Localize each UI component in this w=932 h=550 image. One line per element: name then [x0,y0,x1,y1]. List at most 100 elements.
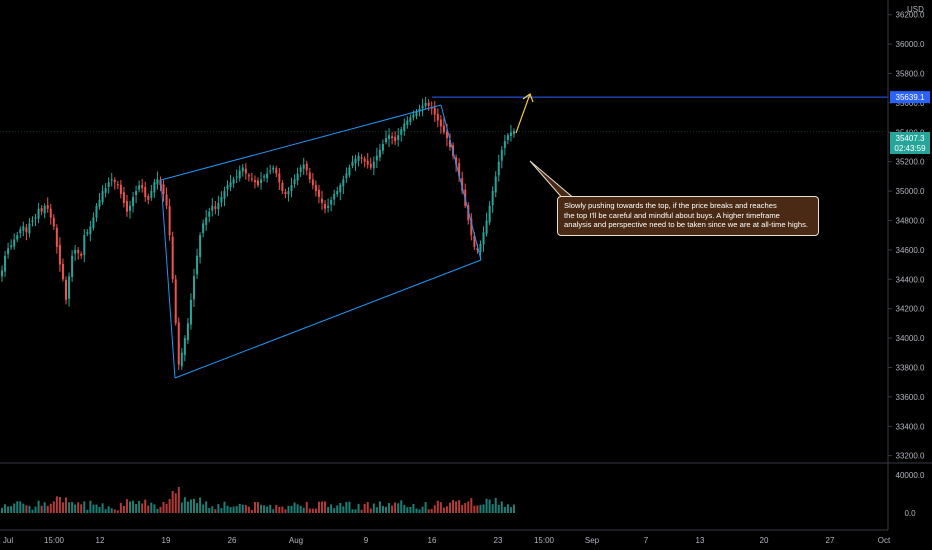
candle-body [180,352,183,367]
volume-bar [183,497,186,513]
candle-body [299,167,302,172]
candle-body [132,196,135,207]
volume-bar [375,507,378,513]
candle-body [470,218,473,236]
volume-bar [257,502,259,513]
volume-bar [333,508,336,513]
candle-body [43,205,46,214]
volume-axis: 40000.0 0.0 [896,471,925,518]
candle-body [296,173,299,181]
volume-bar [55,496,58,513]
volume-bar [83,501,86,513]
candle-body [281,182,284,192]
candle-body [363,158,366,162]
price-tick-label: 33400.0 [896,422,925,431]
volume-bar [461,504,464,513]
price-tick-label: 36200.0 [896,11,925,20]
volume-bar [22,503,25,513]
candle-body [397,135,400,141]
volume-bar [430,508,433,513]
channel-upper-line [160,104,442,181]
price-tick-label: 34000.0 [896,334,925,343]
candle-body [354,158,357,164]
candle-body [144,186,147,197]
candle-body [25,227,28,233]
volume-bar [503,506,506,513]
volume-bar [199,497,202,513]
candle-body [339,185,342,193]
candle-body [485,220,488,234]
price-axis[interactable]: 36200.036000.035800.035600.035400.035200… [888,11,925,461]
candle-body [135,191,138,196]
time-axis[interactable]: Jul 15:00 12 19 26 Aug 9 16 23 15:00 Sep 7 13 20 27 Oct [3,536,891,545]
candle-body [205,217,208,225]
volume-bar [25,505,28,513]
volume-bar [345,501,348,513]
candle-body [333,194,336,200]
volume-bar [1,507,3,513]
volume-bar [150,502,153,513]
time-tick-label: 23 [494,536,503,545]
volume-bar [98,507,101,513]
candle-body [189,299,192,325]
volume-bar [89,500,92,513]
candle-body [168,206,171,236]
candle-body [253,180,256,183]
volume-bar [360,509,363,513]
time-tick-label: Sep [585,536,600,545]
candle-body [199,235,202,258]
time-tick-label: 15:00 [534,536,555,545]
candle-body [193,276,195,300]
volume-bar [281,506,284,513]
candle-body [381,144,384,151]
candle-body [162,184,165,195]
volume-bar [293,502,296,513]
volume-bar [205,501,208,513]
candle-body [513,131,515,134]
volume-bar [189,499,192,513]
candle-body [427,102,430,106]
channel-left-edge [160,179,176,379]
candle-body [488,205,491,223]
candle-body [1,270,3,277]
volume-bar [287,505,290,513]
volume-bar [263,505,266,513]
volume-bar [467,501,470,513]
candle-body [360,157,363,159]
time-tick-label: 27 [826,536,835,545]
callout-note[interactable]: Slowly pushing towards the top, if the p… [557,196,819,236]
volume-bar [174,493,177,513]
candle-body [177,322,180,365]
candle-body [445,131,448,139]
candle-body [263,176,266,178]
volume-bar [226,505,229,513]
volume-bar [311,508,314,513]
volume-bar [278,506,281,513]
volume-bar [497,504,500,513]
candle-body [83,235,86,255]
volume-bar [452,500,455,513]
volume-tick-label: 40000.0 [896,471,925,480]
candle-body [71,255,74,277]
volume-bar [171,491,174,513]
candle-body [302,164,305,169]
candle-body [403,123,406,132]
price-tick-label: 33600.0 [896,393,925,402]
price-tick-label: 34200.0 [896,305,925,314]
candle-body [28,223,31,234]
candle-body [31,220,34,223]
candle-body [150,191,153,198]
volume-bar [110,508,113,513]
candle-body [238,170,241,179]
candle-body [107,182,110,188]
volume-bar [77,502,80,513]
drawings[interactable] [0,93,888,379]
candle-body [153,182,156,193]
callout-text: Slowly pushing towards the top, if the p… [564,201,808,230]
candle-body [223,191,226,199]
volume-bar [186,501,189,513]
volume-bar [65,497,67,513]
candle-body [442,125,445,133]
volume-bar [385,506,387,513]
